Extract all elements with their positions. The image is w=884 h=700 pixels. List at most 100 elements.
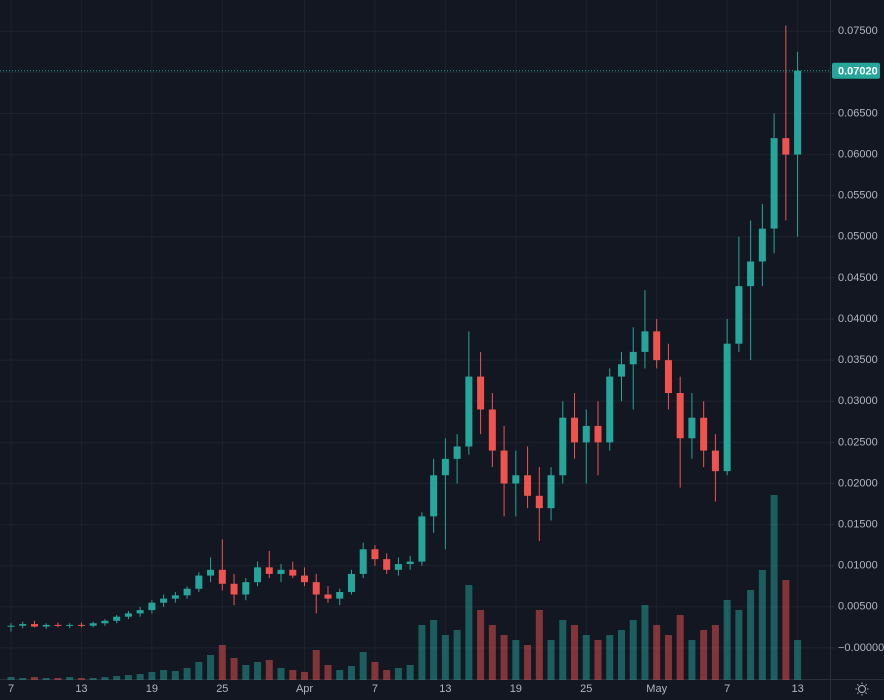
x-tick-label: 13 — [439, 683, 451, 695]
volume-bar — [559, 620, 567, 680]
volume-bar — [758, 570, 766, 680]
volume-bar — [160, 670, 168, 680]
volume-bar — [312, 650, 320, 680]
candle-body — [524, 475, 532, 496]
x-tick-label: 19 — [146, 683, 158, 695]
candle-body — [406, 561, 414, 565]
candle-body — [500, 450, 508, 484]
volume-bar — [124, 675, 132, 680]
candle-body — [136, 610, 144, 614]
volume-bar — [394, 668, 402, 680]
volume-bar — [664, 635, 672, 680]
settings-icon[interactable] — [855, 682, 869, 696]
volume-bar — [265, 660, 273, 680]
x-tick-label: 13 — [791, 683, 803, 695]
volume-bar — [794, 640, 802, 680]
candle-body — [535, 495, 543, 509]
y-tick-label: 0.02500 — [838, 436, 878, 448]
volume-bar — [617, 630, 625, 680]
candle-body — [747, 261, 755, 287]
candle-body — [794, 70, 802, 155]
candle-body — [735, 286, 743, 344]
candle-body — [383, 559, 391, 570]
candle-body — [641, 331, 649, 352]
candle-body — [289, 569, 297, 576]
x-tick-label: Apr — [296, 683, 313, 695]
y-tick-label: 0.01500 — [838, 519, 878, 531]
candle-body — [19, 624, 27, 626]
y-tick-label: 0.03500 — [838, 354, 878, 366]
x-tick-label: 25 — [216, 683, 228, 695]
candle-body — [770, 138, 778, 229]
candle-body — [30, 624, 38, 627]
volume-bar — [195, 662, 203, 680]
volume-bar — [524, 645, 532, 680]
candle-body — [512, 475, 520, 484]
candle-body — [594, 425, 602, 443]
volume-bar — [594, 640, 602, 680]
candle-body — [617, 364, 625, 377]
volume-bar — [7, 677, 15, 680]
candle-body — [277, 569, 285, 574]
last-price-badge — [832, 62, 880, 79]
candle-body — [347, 573, 355, 593]
candle-body — [195, 575, 203, 589]
volume-bar — [324, 665, 332, 680]
volume-bar — [148, 672, 156, 680]
candle-body — [676, 393, 684, 439]
volume-bar — [477, 610, 485, 680]
volume-bar — [582, 635, 590, 680]
y-tick-label: 0.04000 — [838, 313, 878, 325]
volume-bar — [19, 678, 27, 680]
candle-body — [629, 351, 637, 365]
volume-bar — [653, 625, 661, 680]
y-tick-label: −0.00000 — [838, 642, 884, 654]
y-tick-label: 0.06000 — [838, 148, 878, 160]
volume-bar — [277, 668, 285, 680]
volume-bar — [735, 610, 743, 680]
last-price-label: 0.07020 — [838, 66, 878, 78]
volume-bar — [289, 670, 297, 680]
y-tick-label: 0.00500 — [838, 601, 878, 613]
candle-body — [547, 475, 555, 509]
candle-body — [465, 376, 473, 447]
candle-body — [7, 625, 15, 627]
volume-bar — [606, 635, 614, 680]
volume-bars — [7, 495, 802, 680]
volume-bar — [254, 662, 262, 680]
candle-body — [653, 331, 661, 361]
candle-body — [711, 450, 719, 472]
volume-bar — [218, 645, 226, 680]
volume-bar — [629, 620, 637, 680]
volume-bar — [171, 671, 179, 680]
candle-body — [124, 613, 132, 617]
volume-bar — [30, 677, 38, 680]
volume-bar — [183, 668, 191, 680]
volume-bar — [113, 676, 121, 680]
candle-body — [148, 602, 156, 611]
candle-body — [664, 360, 672, 394]
settings-icon-circle — [858, 685, 866, 693]
volume-bar — [42, 678, 50, 680]
volume-bar — [77, 678, 85, 680]
candle-body — [488, 409, 496, 451]
candle-body — [571, 417, 579, 443]
volume-bar — [723, 600, 731, 680]
x-tick-label: 13 — [75, 683, 87, 695]
settings-icon-rays — [855, 682, 869, 696]
volume-bar — [301, 672, 308, 680]
x-tick-label: 7 — [724, 683, 730, 695]
volume-bar — [136, 674, 144, 680]
volume-bar — [500, 635, 508, 680]
candle-body — [301, 575, 308, 583]
candle-body — [324, 594, 332, 599]
candle-body — [477, 376, 485, 410]
candle-body — [559, 417, 567, 476]
volume-bar — [535, 610, 543, 680]
x-tick-label: 7 — [372, 683, 378, 695]
volume-bar — [641, 605, 649, 680]
candle-body — [254, 567, 262, 583]
candle-body — [430, 475, 438, 517]
